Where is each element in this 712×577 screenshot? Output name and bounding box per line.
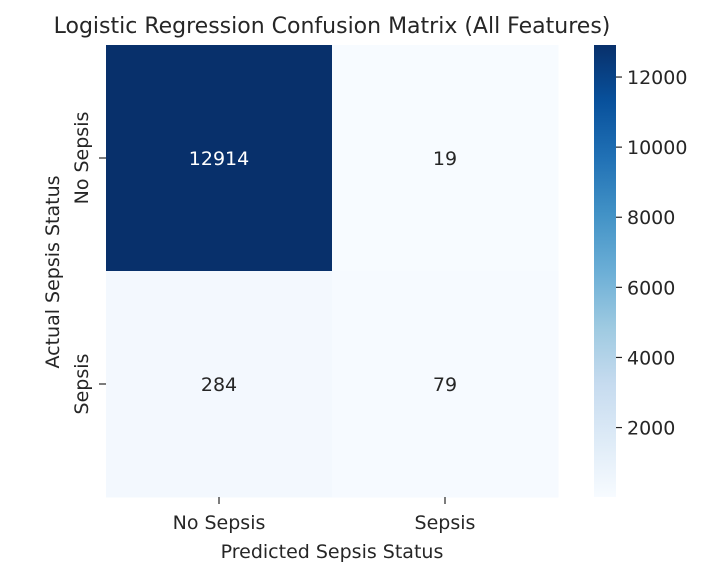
heatmap-cell-1-1 — [332, 271, 559, 498]
heatmap-cell-labels: 12914 19 284 79 — [189, 148, 457, 396]
x-tick-label: Sepsis — [415, 512, 476, 534]
cell-value-label-1-1: 79 — [433, 374, 457, 396]
colorbar-tick-label: 8000 — [627, 207, 675, 229]
chart-title: Logistic Regression Confusion Matrix (Al… — [54, 14, 611, 39]
colorbar-tick-label: 4000 — [627, 347, 675, 369]
colorbar-ticks: 2000 4000 6000 8000 10000 12000 — [616, 67, 687, 440]
cell-value-label-0-1: 19 — [433, 148, 457, 170]
heatmap-cell-1-0 — [106, 271, 333, 498]
x-axis-label: Predicted Sepsis Status — [221, 541, 444, 563]
heatmap-cells — [106, 45, 559, 498]
x-axis-ticks: No Sepsis Sepsis — [173, 497, 476, 534]
colorbar — [594, 45, 616, 497]
colorbar-tick-label: 10000 — [627, 137, 687, 159]
y-tick-label: Sepsis — [71, 354, 93, 415]
cell-value-label-0-0: 12914 — [189, 148, 249, 170]
heatmap-cell-0-0 — [106, 45, 333, 272]
y-axis-ticks: No Sepsis Sepsis — [71, 112, 106, 415]
colorbar-tick-label: 6000 — [627, 277, 675, 299]
colorbar-tick-label: 2000 — [627, 418, 675, 440]
colorbar-tick-label: 12000 — [627, 67, 687, 89]
heatmap-cell-0-1 — [332, 45, 559, 272]
x-tick-label: No Sepsis — [173, 512, 266, 534]
y-axis-label: Actual Sepsis Status — [42, 175, 64, 368]
cell-value-label-1-0: 284 — [201, 374, 237, 396]
y-tick-label: No Sepsis — [71, 112, 93, 205]
